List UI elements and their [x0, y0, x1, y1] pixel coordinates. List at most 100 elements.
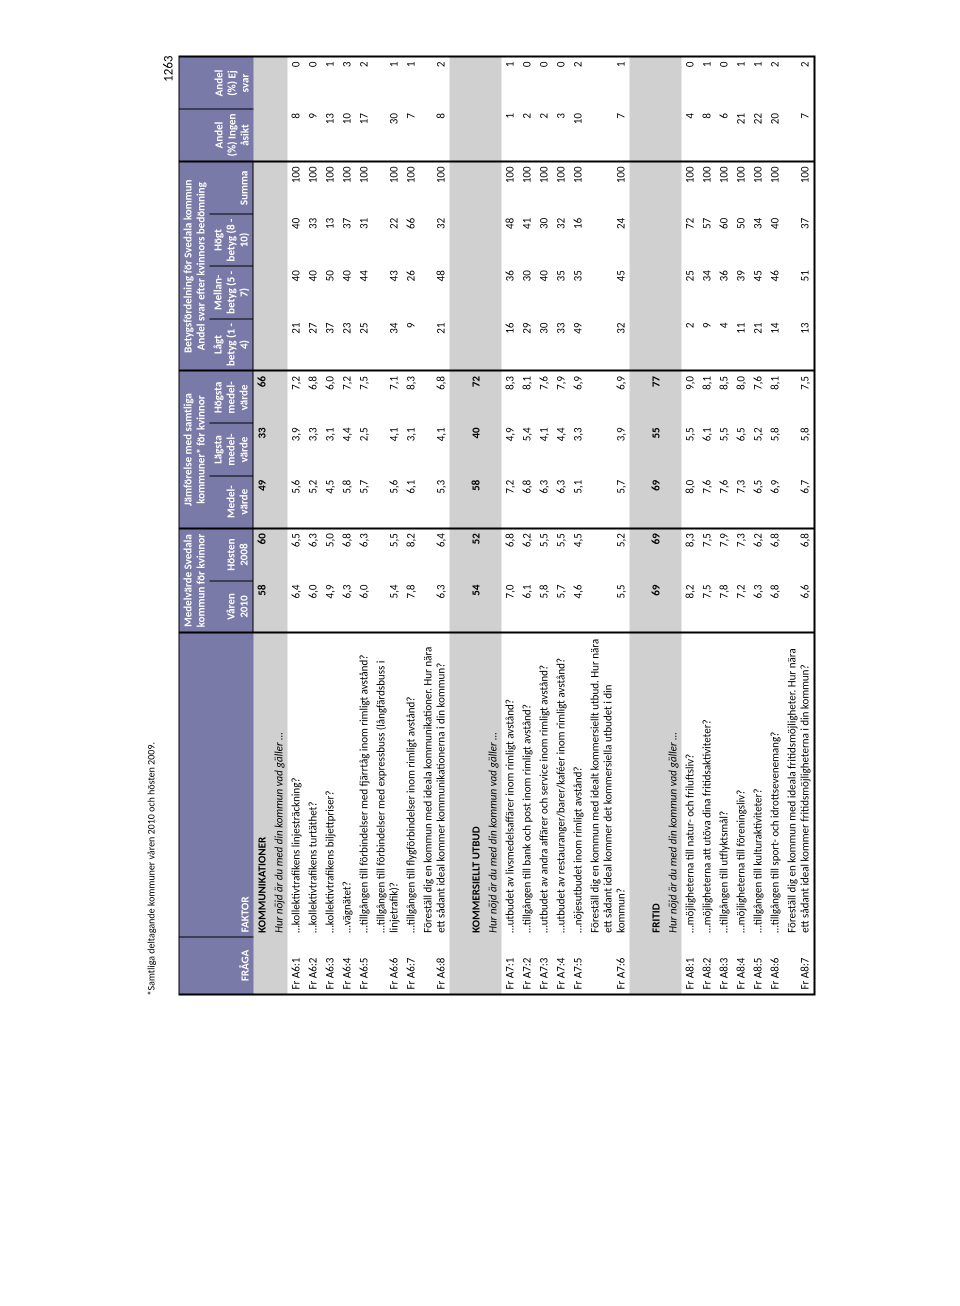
cell — [450, 937, 468, 995]
cell: 5,7 — [553, 581, 570, 633]
hdr-grp2: Jämförelse med samtliga kommuner* för kv… — [179, 371, 210, 528]
cell: 4 — [682, 109, 699, 161]
cell: 7,9 — [553, 371, 570, 423]
cell: 9 — [305, 109, 322, 161]
cell: …tillgången till bank och post inom riml… — [519, 633, 536, 937]
cell — [648, 109, 665, 161]
table-row: Fr A8:2…möjligheterna att utöva dina fri… — [699, 57, 716, 995]
cell: Fr A7:5 — [570, 937, 587, 995]
cell: 3 — [339, 57, 356, 110]
cell: 60 — [253, 528, 271, 580]
cell — [665, 581, 682, 633]
cell: 7,2 — [733, 581, 750, 633]
cell: 48 — [502, 214, 519, 266]
cell: Fr A8:7 — [784, 937, 815, 995]
cell: 7,6 — [750, 371, 767, 423]
cell: 7,2 — [339, 371, 356, 423]
cell — [630, 633, 648, 937]
cell: 32 — [587, 319, 630, 371]
cell — [271, 937, 288, 995]
cell: 2 — [767, 57, 784, 110]
cell: 5,1 — [570, 476, 587, 528]
cell: 8,1 — [519, 371, 536, 423]
table-row: Fr A8:7Föreställ dig en kommun med ideal… — [784, 57, 815, 995]
cell: 6,2 — [519, 528, 536, 580]
cell — [648, 57, 665, 110]
table-row: Fr A6:6…tillgången till förbindelser med… — [373, 57, 403, 995]
cell: 69 — [648, 476, 665, 528]
cell: 58 — [253, 581, 271, 633]
cell: 40 — [339, 266, 356, 318]
cell: 54 — [468, 581, 485, 633]
cell: 35 — [570, 266, 587, 318]
cell: Föreställ dig en kommun med ideala friti… — [784, 633, 815, 937]
cell: 10 — [339, 109, 356, 161]
cell: 14 — [767, 319, 784, 371]
cell — [485, 109, 502, 161]
cell: 13 — [784, 319, 815, 371]
cell — [630, 476, 648, 528]
cell: 5,5 — [536, 528, 553, 580]
cell — [648, 266, 665, 318]
cell: KOMMERSIELLT UTBUD — [468, 633, 485, 937]
cell: 0 — [288, 57, 305, 110]
cell: 30 — [536, 214, 553, 266]
cell: 13 — [322, 214, 339, 266]
section-spacer — [630, 57, 648, 995]
cell — [468, 937, 485, 995]
cell: KOMMUNIKATIONER — [253, 633, 271, 937]
table-row: Fr A7:3…utbudet av andra affärer och ser… — [536, 57, 553, 995]
cell: 5,5 — [682, 423, 699, 475]
cell — [485, 581, 502, 633]
cell — [630, 371, 648, 423]
cell: 48 — [420, 266, 450, 318]
cell: Fr A6:4 — [339, 937, 356, 995]
cell: 6,8 — [305, 371, 322, 423]
cell: Hur nöjd är du med din kommun vad gäller… — [485, 633, 502, 937]
cell: 52 — [468, 528, 485, 580]
cell — [271, 266, 288, 318]
cell: 36 — [502, 266, 519, 318]
cell: 0 — [553, 57, 570, 110]
cell: 7,5 — [699, 581, 716, 633]
cell: 66 — [403, 214, 420, 266]
cell — [485, 371, 502, 423]
cell: 100 — [587, 161, 630, 213]
cell: 36 — [716, 266, 733, 318]
cell: 46 — [767, 266, 784, 318]
cell — [468, 319, 485, 371]
cell: 39 — [733, 266, 750, 318]
cell: 7,5 — [699, 528, 716, 580]
cell: 100 — [322, 161, 339, 213]
cell: 41 — [519, 214, 536, 266]
cell — [271, 581, 288, 633]
hdr-grp1: Medelvärde Svedala kommun för kvinnor — [179, 528, 210, 633]
cell: 7 — [403, 109, 420, 161]
cell: 1 — [733, 57, 750, 110]
cell: 11 — [733, 319, 750, 371]
cell: 100 — [699, 161, 716, 213]
table-row: Fr A6:1…kollektivtrafikens linjesträckni… — [288, 57, 305, 995]
cell: 3,3 — [305, 423, 322, 475]
cell — [485, 528, 502, 580]
cell: 6,5 — [288, 528, 305, 580]
cell — [485, 57, 502, 110]
cell: 6,4 — [420, 528, 450, 580]
cell: 7,3 — [733, 528, 750, 580]
cell: 100 — [750, 161, 767, 213]
cell — [485, 476, 502, 528]
cell: 55 — [648, 423, 665, 475]
cell: 6 — [716, 109, 733, 161]
cell: 100 — [373, 161, 403, 213]
cell: 100 — [733, 161, 750, 213]
table-body: KOMMUNIKATIONER5860493366Hur nöjd är du … — [253, 57, 815, 995]
cell: 6,1 — [403, 476, 420, 528]
table-row: Fr A7:5…nöjesutbudet inom rimligt avstån… — [570, 57, 587, 995]
cell — [485, 319, 502, 371]
cell: …nöjesutbudet inom rimligt avstånd? — [570, 633, 587, 937]
cell: 9 — [403, 319, 420, 371]
cell: 30 — [536, 319, 553, 371]
cell: 17 — [356, 109, 373, 161]
cell: 6,9 — [570, 371, 587, 423]
cell — [450, 581, 468, 633]
